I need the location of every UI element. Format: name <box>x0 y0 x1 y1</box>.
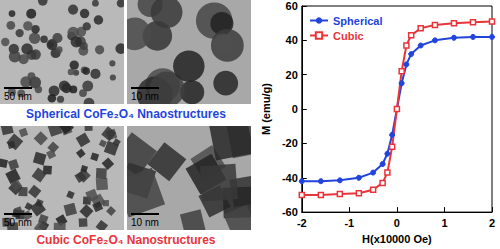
svg-text:-60: -60 <box>282 206 298 218</box>
svg-text:-1: -1 <box>344 217 354 229</box>
svg-text:-20: -20 <box>282 137 298 149</box>
svg-text:40: 40 <box>286 34 298 46</box>
svg-text:Spherical CoFe₂O₄ Nnaostructur: Spherical CoFe₂O₄ Nnaostructures <box>26 107 226 121</box>
svg-text:H(x10000 Oe): H(x10000 Oe) <box>362 233 432 245</box>
svg-text:60: 60 <box>286 0 298 12</box>
svg-text:2: 2 <box>489 217 495 229</box>
svg-text:10 nm: 10 nm <box>131 91 159 102</box>
svg-text:50 nm: 50 nm <box>4 91 32 102</box>
svg-text:Cubic CoFe₂O₄ Nanostructures: Cubic CoFe₂O₄ Nanostructures <box>36 233 215 247</box>
svg-text:0: 0 <box>394 217 400 229</box>
svg-text:50 nm: 50 nm <box>4 217 32 228</box>
svg-text:20: 20 <box>286 69 298 81</box>
svg-text:10 nm: 10 nm <box>131 217 159 228</box>
svg-text:0: 0 <box>292 103 298 115</box>
svg-text:Cubic: Cubic <box>333 30 364 42</box>
svg-text:Spherical: Spherical <box>333 15 383 27</box>
svg-text:1: 1 <box>441 217 447 229</box>
svg-text:M (emu/g): M (emu/g) <box>260 83 272 135</box>
svg-text:-40: -40 <box>282 172 298 184</box>
svg-text:-2: -2 <box>297 217 307 229</box>
